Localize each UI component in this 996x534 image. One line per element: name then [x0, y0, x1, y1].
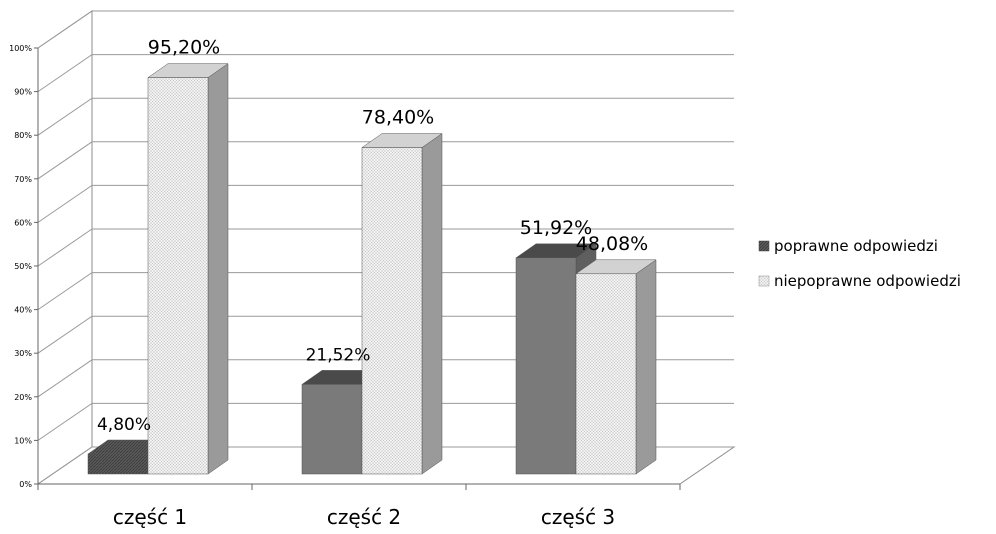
bar — [147, 63, 229, 475]
bar — [575, 259, 657, 475]
y-tick-label: 90% — [14, 88, 32, 97]
legend-swatch-series-2 — [758, 275, 770, 287]
gridline — [37, 228, 734, 267]
y-tick-label: 50% — [14, 262, 32, 271]
data-label: 95,20% — [148, 37, 220, 59]
legend-label-series-2: niepoprawne odpowiedzi — [774, 272, 961, 290]
gridline — [37, 97, 734, 136]
gridline — [37, 10, 734, 49]
y-tick-label: 0% — [19, 480, 32, 489]
data-label: 51,92% — [520, 217, 592, 239]
bars — [87, 63, 657, 475]
data-labels: 4,80% 95,20% 21,52% 78,40% 51,92%48,08% — [97, 37, 648, 435]
y-tick-label: 100% — [9, 44, 32, 53]
gridline — [37, 141, 734, 180]
gridline — [37, 184, 734, 223]
gridline — [37, 54, 734, 93]
y-tick-label: 70% — [14, 175, 32, 184]
category-label: część 2 — [327, 505, 401, 529]
category-labels: część 1 część 2 część 3 — [113, 505, 615, 529]
legend: poprawne odpowiedzi niepoprawne odpowied… — [758, 237, 961, 290]
y-tick-label: 40% — [14, 306, 32, 315]
data-label: 21,52% — [306, 345, 371, 365]
data-label: 4,80% — [97, 415, 151, 435]
bar — [361, 133, 443, 475]
y-tick-label: 20% — [14, 393, 32, 402]
y-tick-label: 30% — [14, 349, 32, 358]
y-axis-ticks: 0% 10% 20% 30% 40% 50% 60% 70% 80% 90% 100% — [9, 44, 681, 490]
legend-swatch-series-1 — [758, 240, 770, 252]
y-tick-label: 60% — [14, 218, 32, 227]
category-label: część 1 — [113, 505, 187, 529]
legend-label-series-1: poprawne odpowiedzi — [774, 237, 938, 255]
data-label: 78,40% — [362, 107, 434, 129]
data-label: 48,08% — [576, 233, 648, 255]
category-label: część 3 — [541, 505, 615, 529]
y-tick-label: 80% — [14, 131, 32, 140]
y-tick-label: 10% — [14, 436, 32, 445]
